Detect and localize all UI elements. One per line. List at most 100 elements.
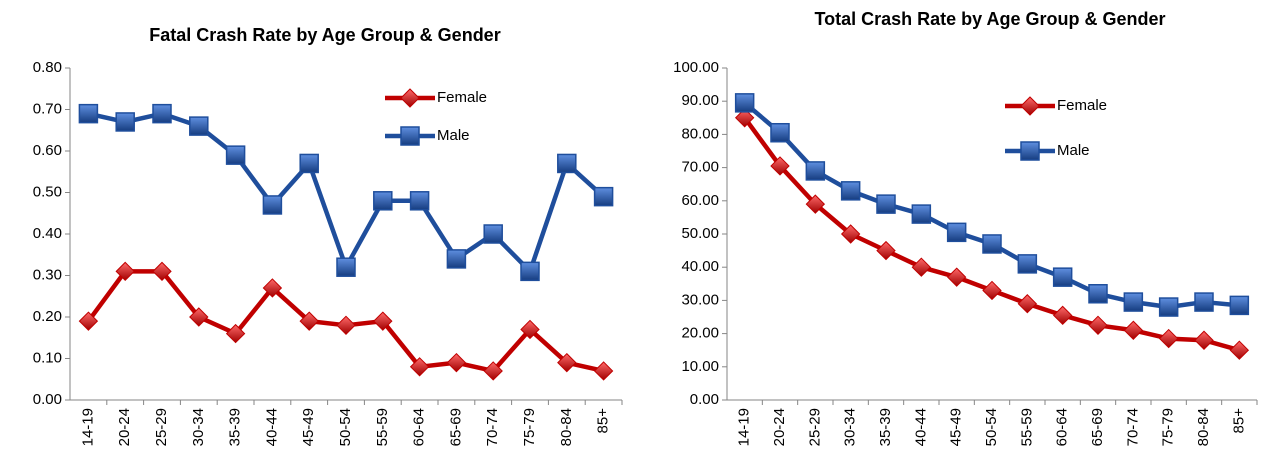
marker <box>336 257 356 277</box>
y-tick-label: 70.00 <box>681 159 719 176</box>
marker <box>299 153 319 174</box>
marker <box>805 161 826 181</box>
y-tick-label: 0.00 <box>690 391 719 408</box>
marker <box>1194 292 1214 312</box>
marker <box>1229 295 1250 316</box>
x-tick-label: 85+ <box>1230 408 1247 434</box>
y-tick-label: 0.00 <box>33 391 62 408</box>
marker <box>262 195 283 215</box>
marker <box>409 357 430 377</box>
marker <box>911 204 932 224</box>
marker <box>1052 267 1073 287</box>
x-tick-label: 50-54 <box>337 408 354 446</box>
marker <box>1052 305 1073 326</box>
marker <box>1020 96 1040 116</box>
marker <box>1017 294 1038 314</box>
x-tick-label: 50-54 <box>983 408 1000 446</box>
y-tick-label: 100.00 <box>673 59 719 76</box>
marker <box>152 261 172 282</box>
x-tick-label: 14-19 <box>79 408 96 446</box>
x-tick-label: 70-74 <box>1124 408 1141 446</box>
marker <box>982 234 1002 254</box>
x-tick-label: 45-49 <box>300 408 317 446</box>
marker <box>78 311 99 331</box>
marker <box>557 352 577 373</box>
marker <box>225 145 246 165</box>
y-tick-label: 20.00 <box>681 325 719 342</box>
marker <box>840 181 861 201</box>
y-tick-label: 40.00 <box>681 258 719 275</box>
y-tick-label: 0.30 <box>33 266 62 283</box>
legend-label: Male <box>437 127 470 144</box>
x-tick-label: 80-84 <box>1195 408 1212 446</box>
x-tick-label: 70-74 <box>484 408 501 446</box>
legend-label: Female <box>437 89 487 106</box>
marker <box>225 323 246 344</box>
marker <box>446 352 467 373</box>
y-tick-label: 0.40 <box>33 225 62 242</box>
marker <box>1017 254 1038 274</box>
x-tick-label: 55-59 <box>1018 408 1035 446</box>
chart-title: Fatal Crash Rate by Age Group & Gender <box>149 25 500 45</box>
marker <box>770 122 790 143</box>
y-tick-label: 0.50 <box>33 183 62 200</box>
marker <box>1194 330 1214 350</box>
marker <box>400 126 420 146</box>
x-tick-label: 60-64 <box>1054 408 1071 446</box>
y-tick-label: 0.10 <box>33 349 62 366</box>
x-tick-label: 75-79 <box>521 408 538 446</box>
x-tick-label: 40-44 <box>912 408 929 446</box>
marker <box>876 194 896 214</box>
marker <box>336 315 356 336</box>
x-tick-label: 25-29 <box>806 408 823 446</box>
x-tick-label: 25-29 <box>153 408 170 446</box>
marker <box>911 257 932 277</box>
x-tick-label: 85+ <box>595 408 612 434</box>
marker <box>593 361 614 381</box>
marker <box>189 116 209 136</box>
marker <box>400 88 420 108</box>
marker <box>805 194 826 214</box>
marker <box>1229 340 1250 360</box>
x-tick-label: 75-79 <box>1160 408 1177 446</box>
x-tick-label: 55-59 <box>374 408 391 446</box>
x-tick-label: 20-24 <box>771 408 788 446</box>
marker <box>770 156 790 176</box>
marker <box>1088 284 1108 304</box>
marker <box>1020 141 1040 161</box>
marker <box>152 103 172 124</box>
marker <box>840 224 861 244</box>
marker <box>1088 315 1108 336</box>
marker <box>409 191 430 211</box>
marker <box>593 186 614 207</box>
marker <box>557 153 577 174</box>
y-tick-label: 10.00 <box>681 358 719 375</box>
y-tick-label: 30.00 <box>681 291 719 308</box>
marker <box>1158 297 1179 317</box>
x-tick-label: 14-19 <box>736 408 753 446</box>
legend-label: Female <box>1057 97 1107 114</box>
x-tick-label: 30-34 <box>190 408 207 446</box>
x-tick-label: 65-69 <box>447 408 464 446</box>
y-tick-label: 60.00 <box>681 192 719 209</box>
y-tick-label: 50.00 <box>681 225 719 242</box>
marker <box>78 103 99 124</box>
y-tick-label: 0.60 <box>33 142 62 159</box>
marker <box>189 307 209 327</box>
marker <box>299 311 319 331</box>
marker <box>982 280 1002 301</box>
y-tick-label: 0.80 <box>33 59 62 76</box>
marker <box>946 267 967 287</box>
y-tick-label: 0.20 <box>33 308 62 325</box>
x-tick-label: 20-24 <box>116 408 133 446</box>
marker <box>734 93 755 113</box>
x-tick-label: 40-44 <box>263 408 280 446</box>
marker <box>483 224 503 244</box>
marker <box>734 108 755 128</box>
y-tick-label: 90.00 <box>681 92 719 109</box>
marker <box>446 249 467 269</box>
marker <box>520 319 540 340</box>
series-line <box>87 111 606 274</box>
marker <box>876 240 896 261</box>
